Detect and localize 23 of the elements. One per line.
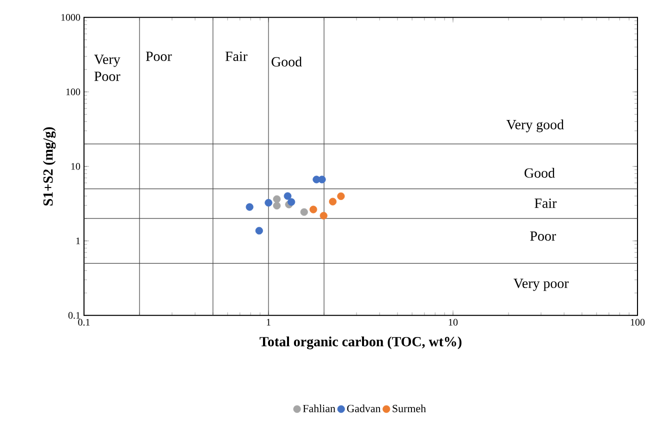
- legend-label: Surmeh: [392, 404, 426, 412]
- annotation: Very poor: [514, 278, 569, 291]
- y-tick-label: 1: [76, 238, 80, 244]
- legend-label: Gadvan: [347, 404, 381, 412]
- x-tick-label: 100: [630, 318, 645, 326]
- annotation: Very good: [506, 120, 564, 132]
- annotation: Good: [524, 168, 555, 178]
- annotation: Very Poor: [94, 54, 120, 81]
- annotation: Poor: [146, 52, 172, 61]
- legend-label: Fahlian: [302, 404, 336, 412]
- x-tick-label: 0.1: [78, 318, 90, 326]
- x-axis-title: Total organic carbon (TOC, wt%): [260, 336, 462, 350]
- y-axis-title: S1+S2 (mg/g): [42, 127, 56, 206]
- y-tick-label: 0.1: [68, 312, 80, 319]
- annotation: Fair: [225, 52, 248, 62]
- y-tick-label: 100: [66, 88, 80, 96]
- x-tick-label: 10: [448, 318, 458, 326]
- y-tick-label: 1000: [61, 14, 80, 21]
- x-tick-label: 1: [266, 318, 270, 326]
- annotation: Good: [272, 56, 302, 67]
- annotation: Poor: [530, 231, 556, 241]
- annotation: Fair: [534, 198, 557, 208]
- y-tick-label: 10: [71, 163, 80, 170]
